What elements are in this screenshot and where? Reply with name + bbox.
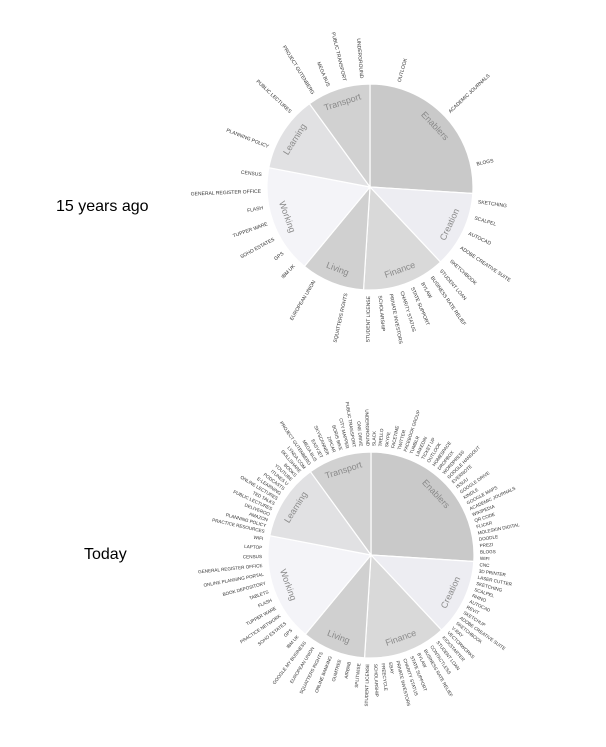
outer-label: LAPTOP xyxy=(244,544,262,550)
outer-label: SPLITWISE xyxy=(354,663,362,688)
outer-label: STUDENT LICENSE xyxy=(365,295,372,342)
outer-label: WIFI xyxy=(480,556,490,561)
pie-slice xyxy=(369,554,475,631)
outer-label: GENERAL REGISTER OFFICE xyxy=(198,563,263,574)
outer-label: SKETCHING xyxy=(478,199,508,209)
pie-slice xyxy=(309,451,372,557)
outer-label: BLOGS xyxy=(476,158,495,168)
pie-slice xyxy=(363,553,443,659)
outer-label: TABLETS xyxy=(249,589,270,601)
outer-label: CITY MAPPER xyxy=(338,418,350,450)
pie-slice xyxy=(266,166,372,268)
outer-label: GUMTREE xyxy=(331,659,342,682)
outer-label: FLASH xyxy=(247,205,264,214)
outer-label: REVIT xyxy=(466,605,480,616)
pie-slice xyxy=(267,534,373,636)
outer-label: UNDERGROUND xyxy=(364,409,370,447)
outer-label: TUMBLR xyxy=(409,435,421,455)
outer-label: CENSUS xyxy=(241,170,263,178)
outer-label: SCHOLARSHIP xyxy=(377,295,386,332)
chart-title: Today xyxy=(84,546,127,563)
outer-label: PREZI xyxy=(479,542,493,548)
outer-label: UNDERGROUND xyxy=(355,38,364,79)
outer-label: GENERAL REGISTER OFFICE xyxy=(191,189,262,198)
outer-label: FACETIME xyxy=(390,425,400,449)
outer-label: SLACK xyxy=(371,430,376,446)
outer-label: AIRBNB xyxy=(344,661,352,679)
pie-slice xyxy=(369,83,474,195)
outer-label: SKYPE xyxy=(384,432,391,448)
outer-label: TRELLO xyxy=(378,428,385,447)
outer-label: STUDENT LICENSE xyxy=(364,664,370,707)
outer-label: GPS xyxy=(283,628,293,638)
pie-slice xyxy=(368,186,474,263)
outer-label: FLICKR xyxy=(476,520,494,529)
outer-label: RHINO xyxy=(471,593,487,603)
outer-label: SKETCHING xyxy=(476,581,504,593)
outer-label: FLASH xyxy=(257,598,273,609)
outer-label: BYLAW xyxy=(416,652,428,669)
outer-label: ZIPCAR xyxy=(326,436,337,454)
pie-slice xyxy=(370,451,475,563)
outer-label: BLOGS xyxy=(480,549,496,554)
chart-title: 15 years ago xyxy=(56,198,149,215)
outer-label: TWITTER xyxy=(397,429,407,451)
pie-slice xyxy=(269,470,373,556)
pie-slice xyxy=(362,185,442,291)
outer-label: CENSUS xyxy=(243,554,262,559)
outer-label: 3D PRINTER xyxy=(478,569,506,578)
outer-label: AMAZON xyxy=(248,512,268,523)
outer-label: QR CODE xyxy=(474,512,496,523)
outer-label: EBAY xyxy=(388,662,395,675)
outer-label: WIFI xyxy=(253,535,263,541)
outer-label: CNC xyxy=(479,562,490,568)
pie-slice xyxy=(308,83,371,189)
outer-label: SCALPEL xyxy=(474,587,496,598)
outer-label: FREECYCLE xyxy=(380,663,388,691)
outer-label: ONE DRIVE xyxy=(356,421,363,447)
outer-label: GPS xyxy=(273,251,286,263)
outer-label: SCHOLARSHIP xyxy=(373,664,379,697)
outer-label: DOODLE xyxy=(479,534,499,542)
pie-slice xyxy=(268,102,372,188)
